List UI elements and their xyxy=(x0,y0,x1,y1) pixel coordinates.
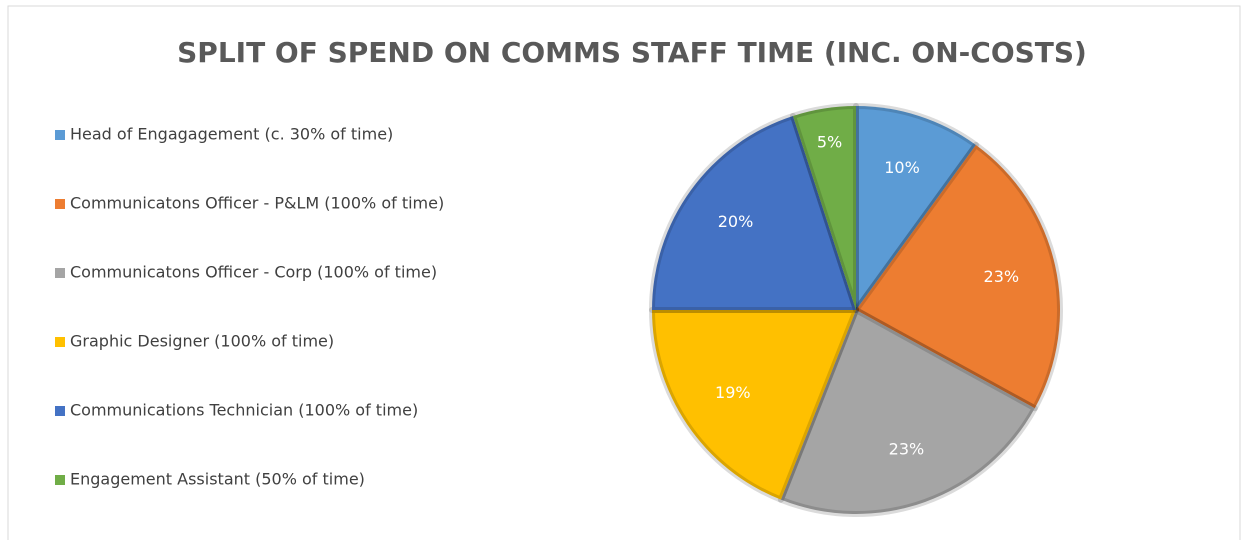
legend-label: Head of Engagagement (c. 30% of time) xyxy=(70,125,393,144)
legend-swatch xyxy=(55,268,65,278)
legend-swatch xyxy=(55,130,65,140)
pie-slice xyxy=(777,307,1038,517)
pie-slice xyxy=(649,307,859,503)
data-label: 5% xyxy=(817,132,842,151)
data-label: 10% xyxy=(884,158,920,177)
legend-label: Communicatons Officer - P&LM (100% of ti… xyxy=(70,194,444,213)
legend-label: Communications Technician (100% of time) xyxy=(70,401,418,420)
pie-slice xyxy=(853,141,1063,412)
legend-swatch xyxy=(55,406,65,416)
data-label: 23% xyxy=(889,440,925,459)
data-label: 23% xyxy=(984,267,1020,286)
pie-slice xyxy=(853,103,979,313)
chart-title: SPLIT OF SPEND ON COMMS STAFF TIME (INC.… xyxy=(177,36,1087,69)
legend-swatch xyxy=(55,199,65,209)
data-label: 20% xyxy=(718,212,754,231)
data-label: 19% xyxy=(715,383,751,402)
legend-label: Engagement Assistant (50% of time) xyxy=(70,470,365,489)
legend-swatch xyxy=(55,337,65,347)
legend-label: Graphic Designer (100% of time) xyxy=(70,332,334,351)
legend-label: Communicatons Officer - Corp (100% of ti… xyxy=(70,263,437,282)
legend-swatch xyxy=(55,475,65,485)
pie-slice xyxy=(649,112,859,313)
pie-slice xyxy=(789,103,859,313)
